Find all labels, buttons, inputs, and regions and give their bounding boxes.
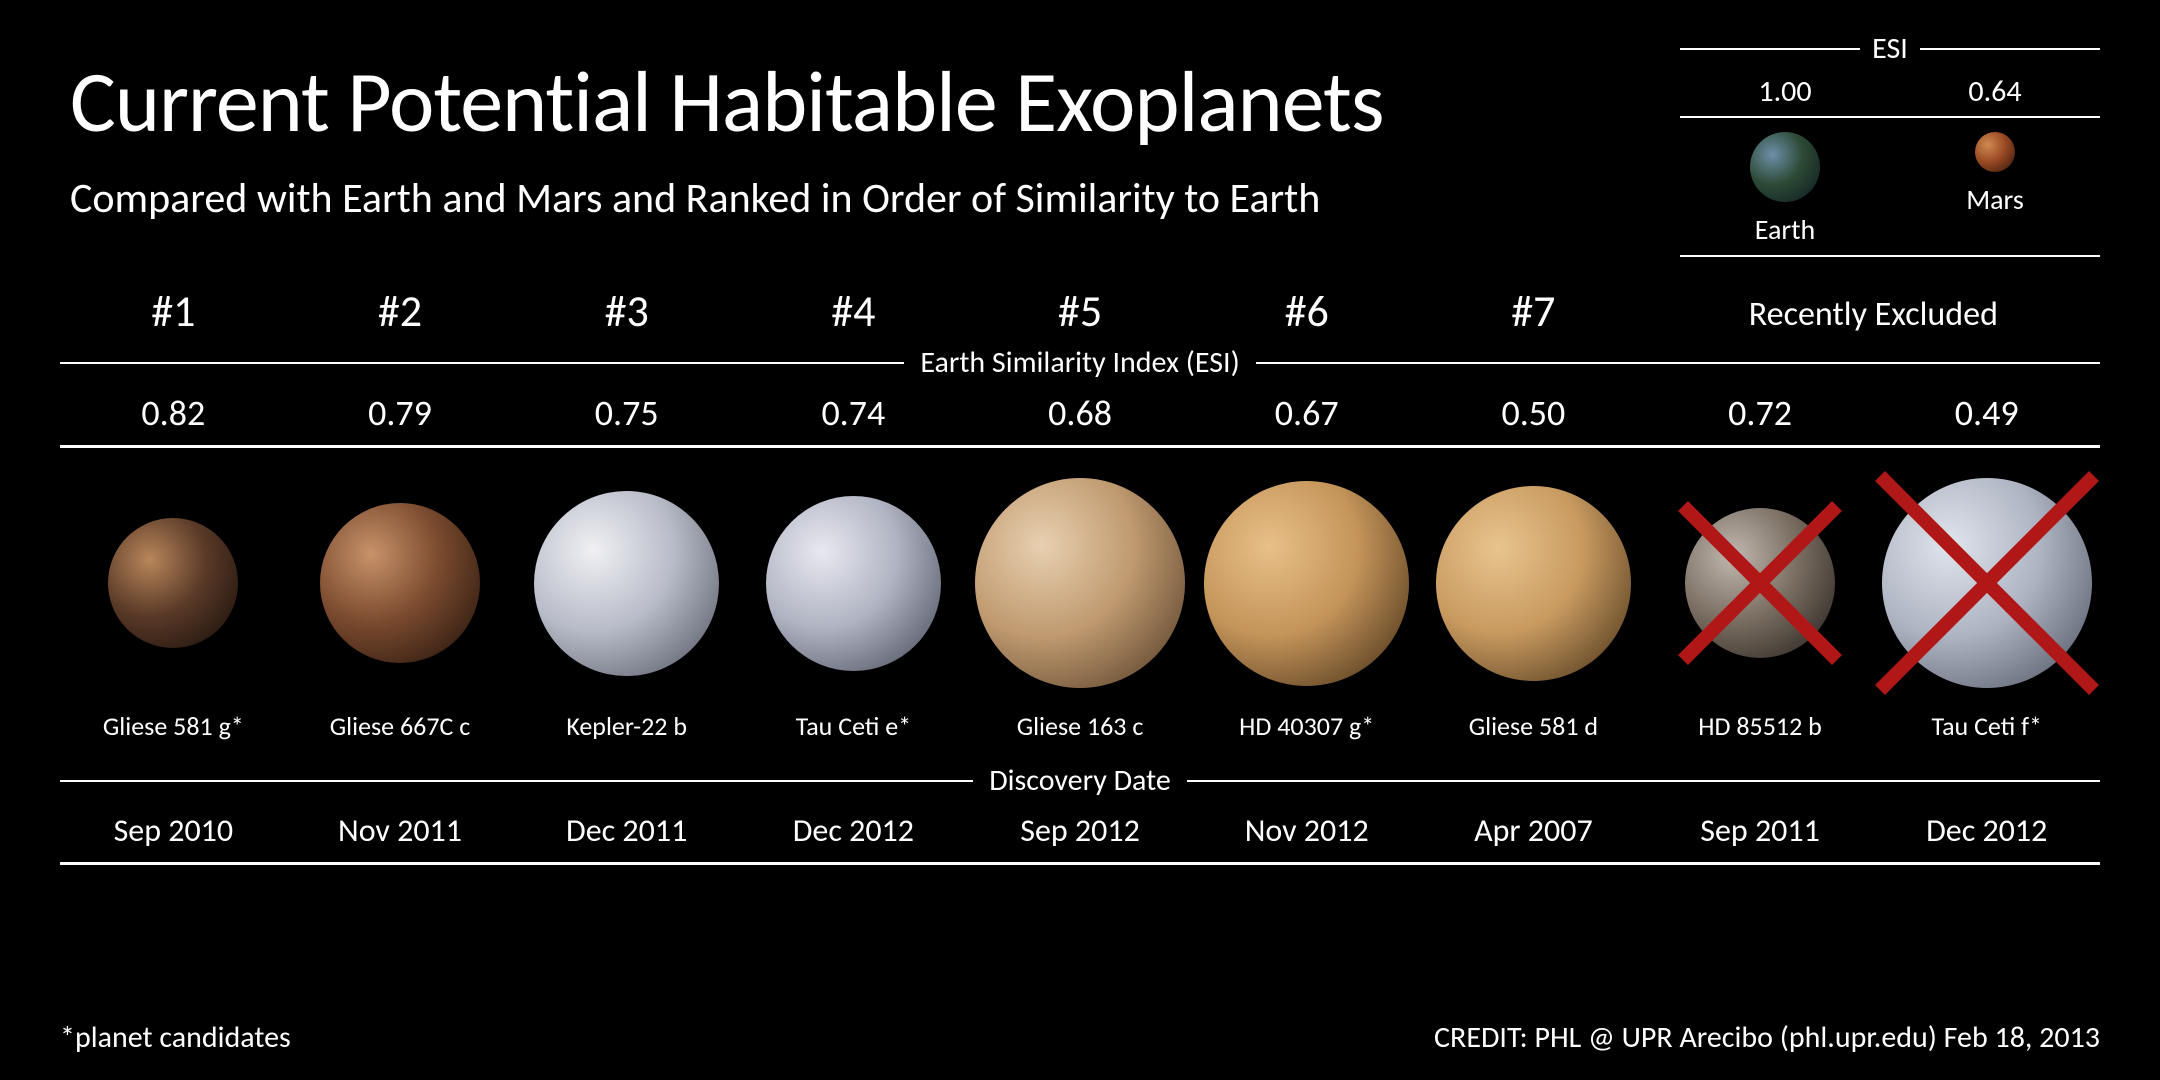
planet-sphere (1750, 132, 1820, 202)
planet-rank: #7 (1420, 284, 1647, 338)
planet-esi: 0.79 (287, 391, 514, 435)
planet-sphere (1882, 478, 2092, 688)
planet-name: HD 40307 g* (1193, 710, 1420, 742)
planets-grid: #1#2#3#4#5#6#7Recently Excluded Earth Si… (60, 284, 2100, 865)
planet-esi: 0.67 (1193, 391, 1420, 435)
planet-esi: 0.82 (60, 391, 287, 435)
planet-cell (60, 518, 287, 648)
planet-name: Gliese 581 d (1420, 710, 1647, 742)
planet-rank: #6 (1193, 284, 1420, 338)
planet-esi: 0.72 (1647, 391, 1874, 435)
planet-name: Tau Ceti e* (740, 710, 967, 742)
planet-date: Sep 2012 (967, 811, 1194, 850)
planet-esi: 0.49 (1873, 391, 2100, 435)
planet-name: Gliese 581 g* (60, 710, 287, 742)
planet-cell (1193, 481, 1420, 686)
planet-sphere (975, 478, 1185, 688)
reference-planet: Earth (1680, 132, 1890, 247)
planet-sphere (1436, 486, 1631, 681)
planet-rank: #3 (513, 284, 740, 338)
planet-name: Tau Ceti f* (1873, 710, 2100, 742)
planet-date: Sep 2011 (1647, 811, 1874, 850)
discovery-section-label: Discovery Date (989, 762, 1171, 799)
reference-esi-value: 1.00 (1680, 73, 1890, 110)
reference-planet-name: Earth (1755, 212, 1815, 247)
planet-rank: #1 (60, 284, 287, 338)
planet-rank: #4 (740, 284, 967, 338)
planet-cell (740, 496, 967, 671)
planet-cell (967, 478, 1194, 688)
planet-sphere (534, 491, 719, 676)
esi-section-label: Earth Similarity Index (ESI) (920, 344, 1239, 381)
planet-sphere (766, 496, 941, 671)
reference-esi-value: 0.64 (1890, 73, 2100, 110)
planet-date: Dec 2012 (1873, 811, 2100, 850)
planet-name: Gliese 163 c (967, 710, 1194, 742)
footnote: *planet candidates (60, 1019, 291, 1056)
planet-cell (1420, 486, 1647, 681)
planet-sphere (320, 503, 480, 663)
planet-cell (287, 503, 514, 663)
reference-planet-name: Mars (1966, 182, 2024, 217)
planet-esi: 0.75 (513, 391, 740, 435)
planet-date: Dec 2012 (740, 811, 967, 850)
planet-cell (1873, 478, 2100, 688)
planet-esi: 0.68 (967, 391, 1194, 435)
planet-sphere (1975, 132, 2015, 172)
planet-name: HD 85512 b (1647, 710, 1874, 742)
planet-date: Nov 2012 (1193, 811, 1420, 850)
planet-date: Sep 2010 (60, 811, 287, 850)
planet-esi: 0.74 (740, 391, 967, 435)
planet-name: Kepler-22 b (513, 710, 740, 742)
planet-date: Dec 2011 (513, 811, 740, 850)
reference-box: ESI 1.000.64 Earth Mars (1680, 30, 2100, 257)
planet-date: Apr 2007 (1420, 811, 1647, 850)
planet-date: Nov 2011 (287, 811, 514, 850)
planet-rank: #5 (967, 284, 1194, 338)
planet-cell (513, 491, 740, 676)
planet-esi: 0.50 (1420, 391, 1647, 435)
planet-sphere (1204, 481, 1409, 686)
reference-esi-label: ESI (1872, 30, 1908, 67)
planet-sphere (1685, 508, 1835, 658)
planet-sphere (108, 518, 238, 648)
excluded-header: Recently Excluded (1647, 284, 2100, 338)
credit: CREDIT: PHL @ UPR Arecibo (phl.upr.edu) … (1434, 1019, 2100, 1056)
planet-name: Gliese 667C c (287, 710, 514, 742)
planet-cell (1647, 508, 1874, 658)
reference-planet: Mars (1890, 132, 2100, 247)
planet-rank: #2 (287, 284, 514, 338)
